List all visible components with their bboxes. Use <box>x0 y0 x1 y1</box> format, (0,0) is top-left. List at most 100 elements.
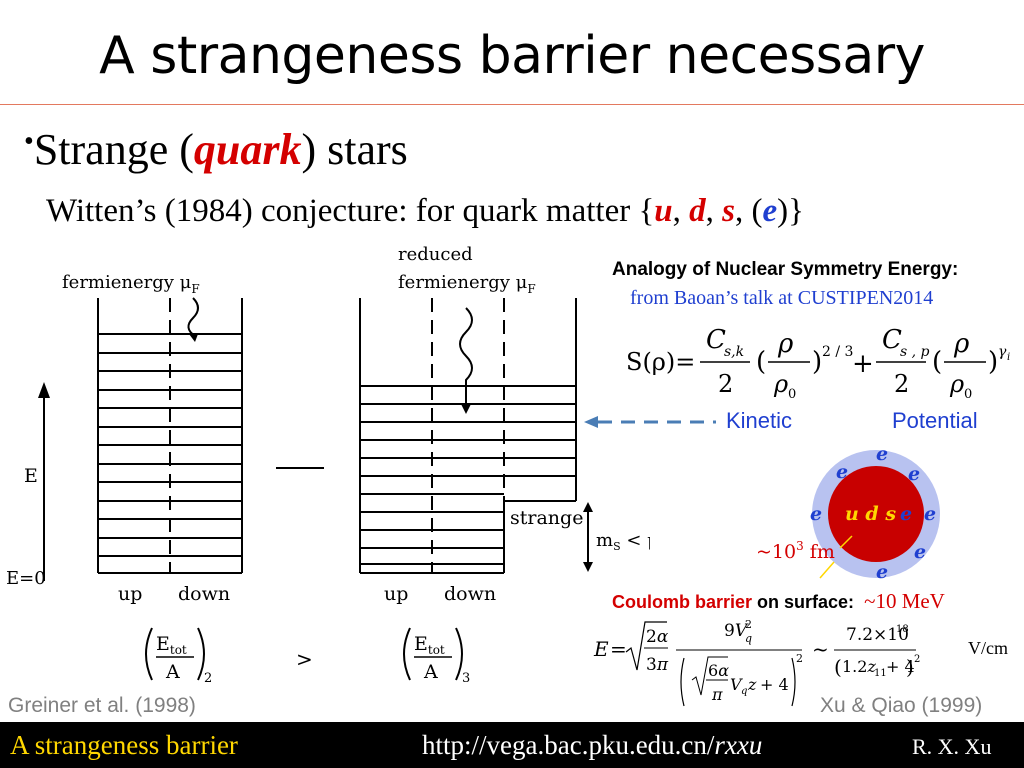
svg-text:γ: γ <box>998 344 1007 360</box>
field-unit: V/cm <box>968 638 1008 658</box>
conjecture-text: Witten’s (1984) conjecture: for quark ma… <box>46 193 655 229</box>
svg-text:s , p: s , p <box>900 344 930 360</box>
slide-title: A strangeness barrier necessary <box>99 26 925 86</box>
core-electron: e <box>900 503 912 525</box>
svg-text:): ) <box>988 347 998 377</box>
svg-text:(: ( <box>834 655 842 679</box>
etot-right: Etot A 3 <box>403 627 470 686</box>
svg-text:Etot: Etot <box>414 633 445 657</box>
fermi-diagram: fermienergy μF reduced fermienergy μF E … <box>6 244 650 686</box>
bullet-post: ) stars <box>301 125 408 174</box>
svg-text:2: 2 <box>796 652 803 665</box>
electron-e: e <box>762 193 778 229</box>
svg-text:18: 18 <box>896 624 909 635</box>
url-plain: http://vega.bac.pku.edu.cn/ <box>422 730 715 760</box>
squiggle-arrow-right <box>459 307 473 404</box>
svg-text:(: ( <box>756 347 766 377</box>
svg-text:E: E <box>593 637 609 661</box>
potential-label: Potential <box>892 408 978 433</box>
bullet-mark: • <box>24 126 34 157</box>
strange-star-sketch: u d s e e e e e e e e ~103 fm <box>756 443 940 583</box>
fermi-label-left: fermienergy μF <box>62 272 200 296</box>
svg-text:+ 4: + 4 <box>886 657 915 676</box>
greater-than: > <box>296 647 313 671</box>
kinetic-label: Kinetic <box>726 408 793 433</box>
electric-field-formula: E = 2α 3π 9V 2 q 2 6α π V q z + 4 ~ 7.2×… <box>593 618 920 707</box>
svg-text:e: e <box>836 461 848 483</box>
symmetry-energy-formula: S(ρ)= C s,k 2 ( ρ ρ 0 ) 2 / 3 + C s , p … <box>626 325 1010 402</box>
left-fermi-well <box>97 298 243 574</box>
svg-text:A: A <box>423 661 438 683</box>
bullet-emph: quark <box>193 125 302 174</box>
svg-text:V: V <box>730 675 743 694</box>
quark-s: s <box>722 193 735 229</box>
svg-text:2: 2 <box>745 618 752 631</box>
svg-text:ρ: ρ <box>777 329 794 359</box>
svg-text:A: A <box>165 661 180 683</box>
svg-text:S(ρ)=: S(ρ)= <box>626 348 695 376</box>
svg-text:0: 0 <box>964 387 972 402</box>
quark-u: u <box>654 193 673 229</box>
squiggle-arrow-left <box>187 297 199 337</box>
svg-text:s,k: s,k <box>724 344 744 360</box>
ms-label: mS < μF <box>596 530 650 553</box>
coulomb-surface-label: on surface: <box>752 592 855 612</box>
svg-text:3π: 3π <box>646 655 669 675</box>
svg-text:i: i <box>1007 352 1010 363</box>
svg-text:e: e <box>876 443 888 465</box>
svg-text:2: 2 <box>894 370 909 398</box>
svg-text:2: 2 <box>204 671 212 686</box>
citation-greiner: Greiner et al. (1998) <box>8 694 196 717</box>
up-label-left: up <box>118 583 142 605</box>
svg-text:ρ: ρ <box>953 329 970 359</box>
conjecture-open: , ( <box>735 193 763 229</box>
svg-text:3: 3 <box>462 671 470 686</box>
svg-text:e: e <box>876 561 888 583</box>
svg-text:0: 0 <box>788 387 796 402</box>
analogy-heading: Analogy of Nuclear Symmetry Energy: <box>612 259 959 280</box>
etot-left: Etot A 2 <box>145 627 212 686</box>
svg-text:): ) <box>812 347 822 377</box>
svg-text:+ 4: + 4 <box>760 675 789 694</box>
citation-xu-qiao: Xu & Qiao (1999) <box>820 694 983 717</box>
svg-text:2α: 2α <box>646 627 669 647</box>
svg-text:6α: 6α <box>708 661 729 680</box>
svg-text:=: = <box>610 637 627 661</box>
quark-core <box>828 466 924 562</box>
right-fermi-well <box>359 298 577 574</box>
svg-text:2: 2 <box>718 370 733 398</box>
source-note: from Baoan’s talk at CUSTIPEN2014 <box>630 287 934 309</box>
svg-text:e: e <box>924 503 936 525</box>
svg-text:2: 2 <box>914 654 920 665</box>
axis-e0-label: E=0 <box>6 568 46 589</box>
bullet-pre: Strange ( <box>33 125 194 174</box>
size-label: ~103 fm <box>756 539 835 563</box>
title-divider <box>0 104 1024 105</box>
svg-text:2 / 3: 2 / 3 <box>822 344 853 360</box>
svg-text:Etot: Etot <box>156 633 187 657</box>
footer-bar <box>0 722 1024 768</box>
conjecture-close: )} <box>777 193 804 229</box>
svg-text:ρ: ρ <box>949 370 964 398</box>
up-label-right: up <box>384 583 408 605</box>
down-label-right: down <box>444 583 496 605</box>
footer-author: R. X. Xu <box>912 734 992 759</box>
quark-d: d <box>689 193 706 229</box>
fermi-label-right: fermienergy μF <box>398 272 536 296</box>
footer-url[interactable]: http://vega.bac.pku.edu.cn/rxxu <box>422 730 762 761</box>
dashed-pointer-arrow <box>584 416 716 428</box>
svg-text:e: e <box>908 463 920 485</box>
svg-text:e: e <box>810 503 822 525</box>
svg-text:C: C <box>706 325 726 355</box>
core-label: u d s <box>845 503 896 525</box>
svg-text:C: C <box>882 325 902 355</box>
svg-text:q: q <box>745 632 752 645</box>
svg-text:7.2×10: 7.2×10 <box>846 625 909 645</box>
coulomb-value: ~10 MeV <box>864 589 945 613</box>
url-italic: rxxu <box>714 730 763 760</box>
reduced-label: reduced <box>398 244 473 265</box>
svg-text:π: π <box>711 685 723 704</box>
svg-text:q: q <box>741 686 747 697</box>
svg-text:~: ~ <box>812 637 829 661</box>
electron-cloud: e e e e e e e <box>810 443 936 583</box>
